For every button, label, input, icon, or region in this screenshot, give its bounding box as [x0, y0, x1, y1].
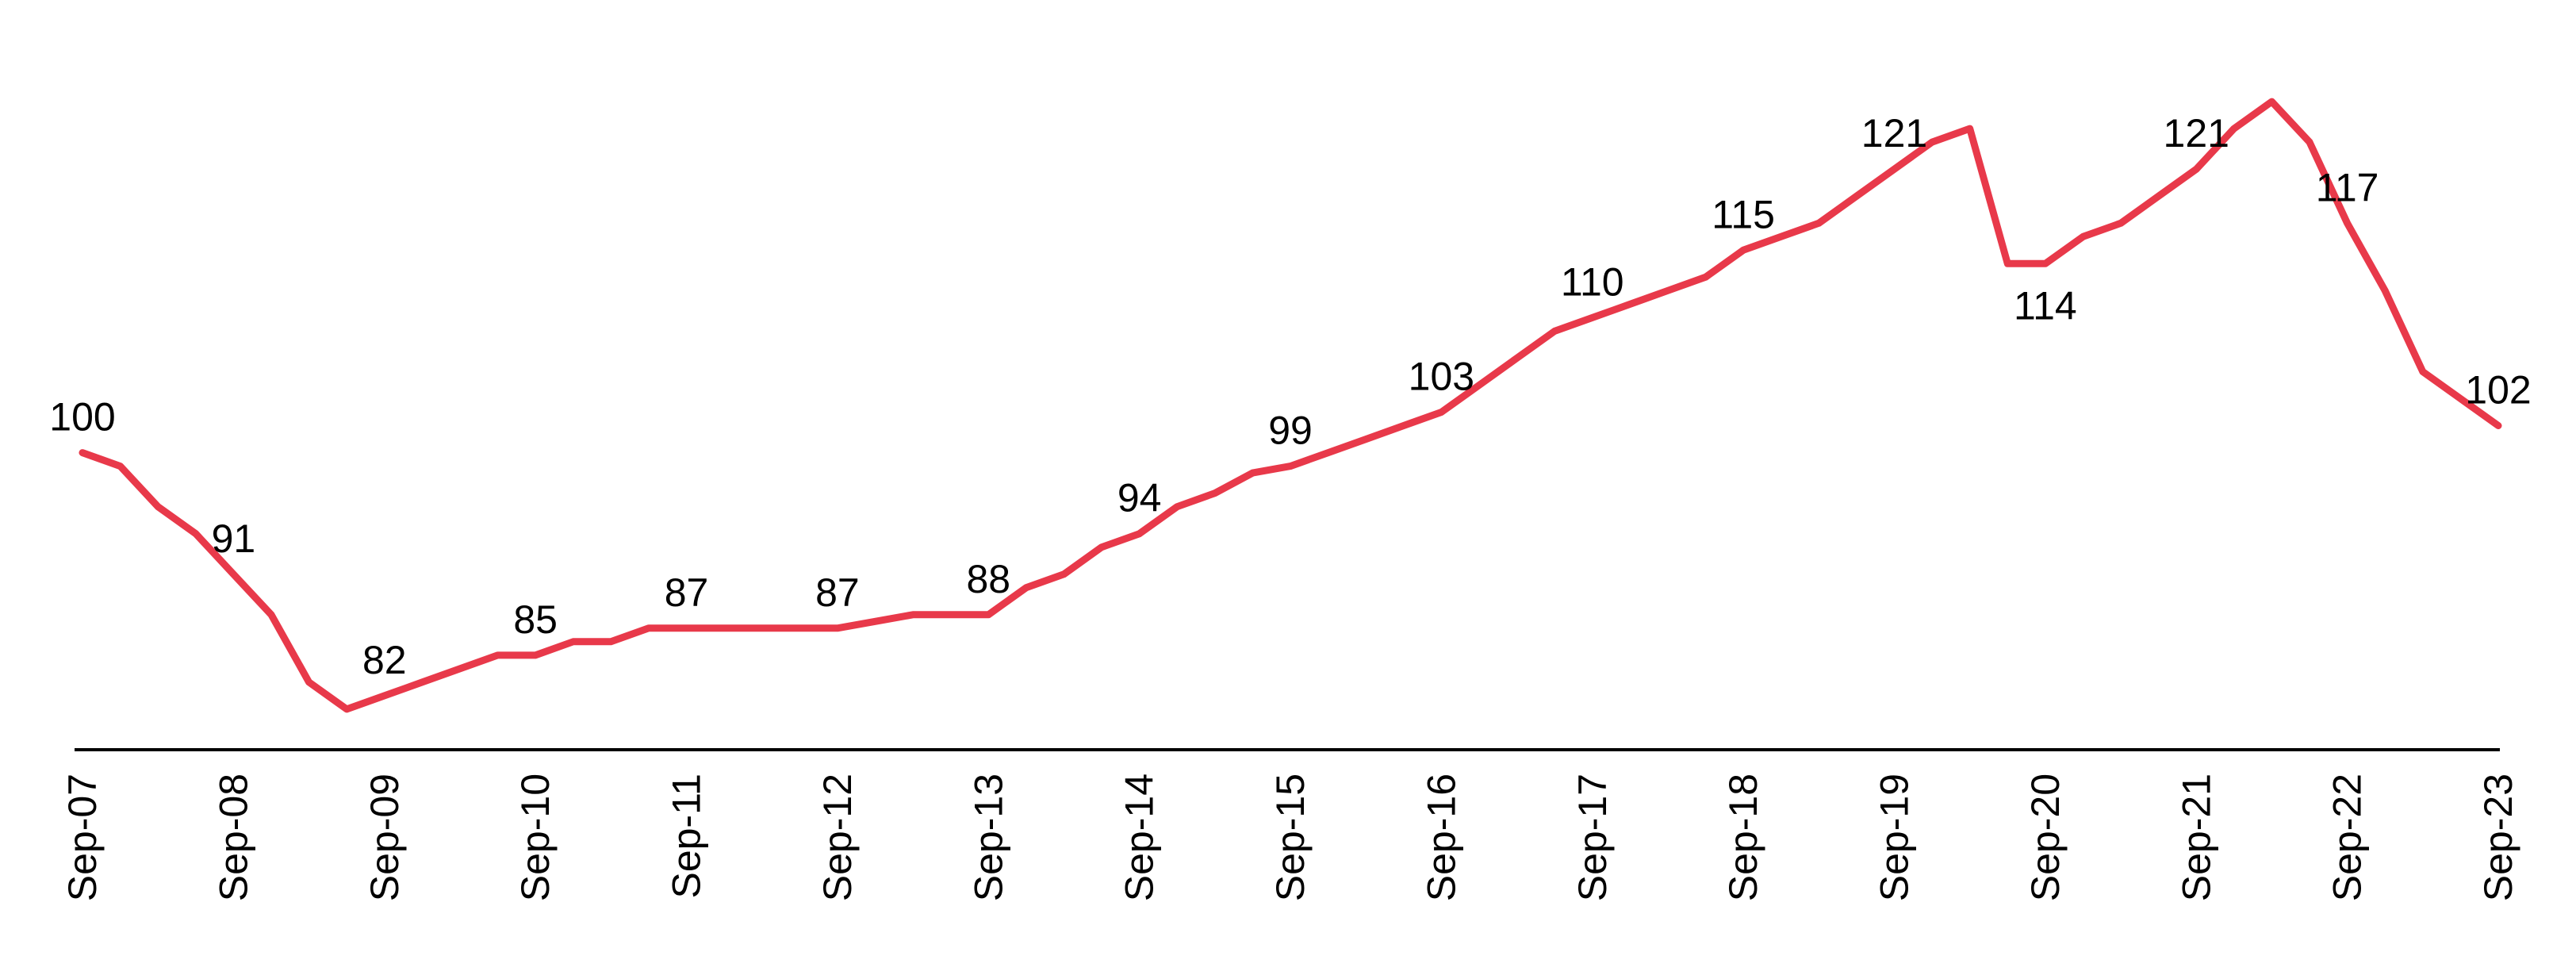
x-tick-labels: Sep-07 Sep-08 Sep-09 Sep-10 Sep-11 Sep-12 Sep-…: [60, 774, 2520, 901]
x-tick-label-1: Sep-08: [211, 774, 255, 901]
x-tick-label-9: Sep-16: [1419, 774, 1463, 901]
data-label-14: 121: [2164, 111, 2229, 155]
x-tick-label-13: Sep-20: [2023, 774, 2068, 901]
data-label-4: 87: [665, 570, 709, 615]
data-label-8: 99: [1268, 409, 1313, 453]
data-label-15: 117: [2316, 165, 2379, 209]
x-tick-label-11: Sep-18: [1721, 774, 1765, 901]
x-tick-label-4: Sep-11: [665, 774, 709, 899]
x-tick-label-12: Sep-19: [1873, 774, 1917, 901]
x-tick-label-10: Sep-17: [1570, 774, 1615, 901]
data-label-13: 114: [2014, 283, 2077, 328]
x-tick-label-2: Sep-09: [362, 774, 407, 901]
x-tick-label-14: Sep-21: [2174, 774, 2218, 901]
x-tick-label-8: Sep-15: [1268, 774, 1313, 901]
data-label-2: 82: [362, 638, 407, 682]
data-label-1: 91: [212, 516, 256, 561]
data-label-3: 85: [513, 597, 558, 642]
data-label-16: 102: [2465, 368, 2531, 413]
data-label-5: 87: [815, 570, 860, 615]
x-tick-label-3: Sep-10: [513, 774, 558, 901]
series-group: [79, 98, 2502, 713]
data-label-6: 88: [966, 557, 1010, 601]
data-label-11: 115: [1712, 192, 1775, 236]
data-label-0: 100: [49, 395, 115, 440]
data-label-12: 121: [1861, 111, 1927, 155]
x-tick-label-15: Sep-22: [2325, 774, 2370, 901]
x-tick-label-6: Sep-13: [966, 774, 1010, 901]
x-tick-label-5: Sep-12: [815, 774, 860, 901]
x-tick-label-7: Sep-14: [1117, 774, 1162, 901]
series-line-0: [79, 98, 2502, 713]
data-label-10: 110: [1561, 259, 1624, 304]
data-label-7: 94: [1117, 476, 1162, 520]
data-labels: 100 91 82 85 87 87 88 94 99 103 110 115 121 114 121 117…: [49, 111, 2531, 682]
x-tick-label-16: Sep-23: [2476, 774, 2520, 901]
x-tick-label-0: Sep-07: [60, 774, 105, 901]
data-label-9: 103: [1409, 355, 1474, 399]
